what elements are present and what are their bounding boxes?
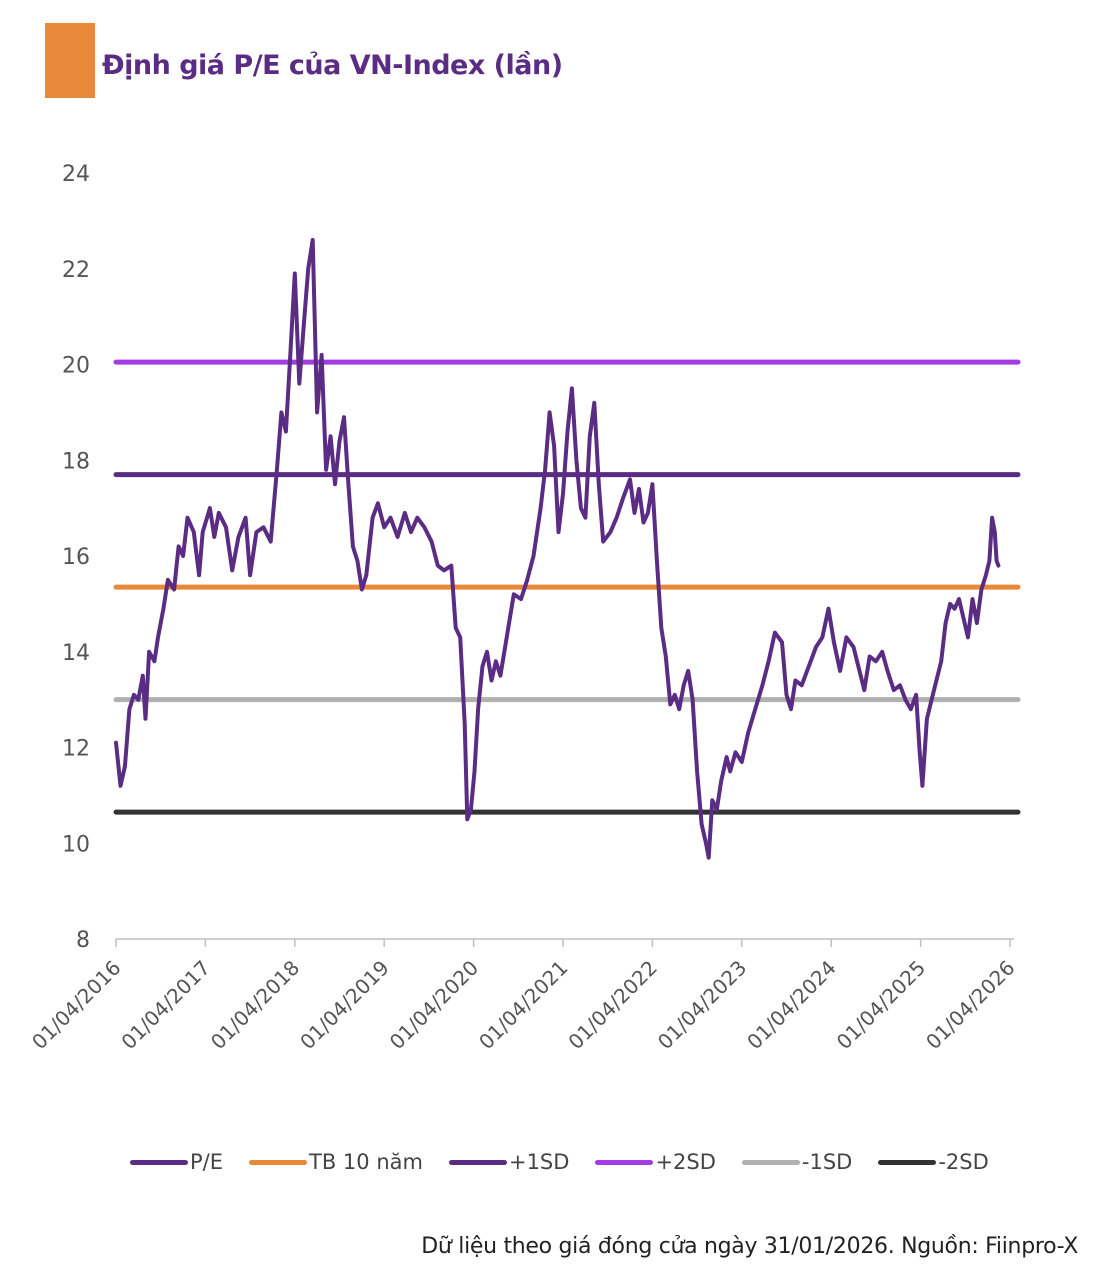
x-tick-label: 01/04/2021 (474, 956, 572, 1054)
legend-swatch (448, 1159, 507, 1165)
x-tick-label: 01/04/2019 (295, 956, 393, 1054)
y-tick-label: 12 (62, 737, 90, 762)
x-tick-label: 01/04/2025 (832, 956, 930, 1054)
x-tick-label: 01/04/2022 (563, 956, 661, 1054)
x-tick-label: 01/04/2016 (27, 956, 125, 1054)
legend-item: -2SD (878, 1150, 989, 1174)
x-tick-label: 01/04/2023 (653, 956, 751, 1054)
title-accent-box (45, 23, 95, 98)
source-note: Dữ liệu theo giá đóng cửa ngày 31/01/202… (421, 1234, 1078, 1259)
legend-swatch (878, 1159, 937, 1165)
legend-item: P/E (130, 1150, 223, 1174)
legend-item: TB 10 năm (249, 1150, 423, 1174)
y-tick-label: 8 (76, 928, 90, 953)
legend-item: +1SD (448, 1150, 570, 1174)
legend-label: +1SD (508, 1150, 570, 1174)
legend-swatch (741, 1159, 800, 1165)
y-tick-label: 18 (62, 449, 90, 474)
y-tick-label: 16 (62, 545, 90, 570)
x-axis-ticks: 01/04/201601/04/201701/04/201801/04/2019… (27, 939, 1020, 1054)
y-tick-label: 22 (62, 258, 90, 283)
legend-label: +2SD (655, 1150, 716, 1174)
x-tick-label: 01/04/2024 (742, 956, 840, 1054)
legend-label: P/E (190, 1150, 224, 1174)
legend-label: TB 10 năm (309, 1150, 423, 1174)
legend-swatch (595, 1159, 654, 1165)
legend-item: -1SD (741, 1150, 853, 1174)
pe-series (114, 238, 1001, 860)
x-tick-label: 01/04/2017 (116, 956, 214, 1054)
y-tick-label: 20 (62, 354, 90, 379)
legend-item: +2SD (595, 1150, 716, 1174)
y-tick-label: 24 (62, 162, 90, 187)
x-tick-label: 01/04/2020 (385, 956, 483, 1054)
y-tick-label: 14 (62, 641, 90, 666)
y-axis-ticks: 8 10 12 14 16 18 20 22 24 (62, 162, 90, 953)
legend-label: -2SD (938, 1150, 989, 1174)
legend-label: -1SD (801, 1150, 853, 1174)
x-tick-label: 01/04/2026 (921, 956, 1019, 1054)
x-tick-label: 01/04/2018 (206, 956, 304, 1054)
chart-legend: P/E TB 10 năm +1SD +2SD -1SD -2SD (130, 1150, 1015, 1174)
chart-title: Định giá P/E của VN-Index (lần) (102, 50, 563, 81)
sd-band-lines (113, 359, 1021, 815)
legend-swatch (249, 1159, 308, 1165)
legend-swatch (130, 1159, 188, 1165)
y-tick-label: 10 (62, 832, 90, 857)
series-line-pe (114, 238, 1001, 860)
